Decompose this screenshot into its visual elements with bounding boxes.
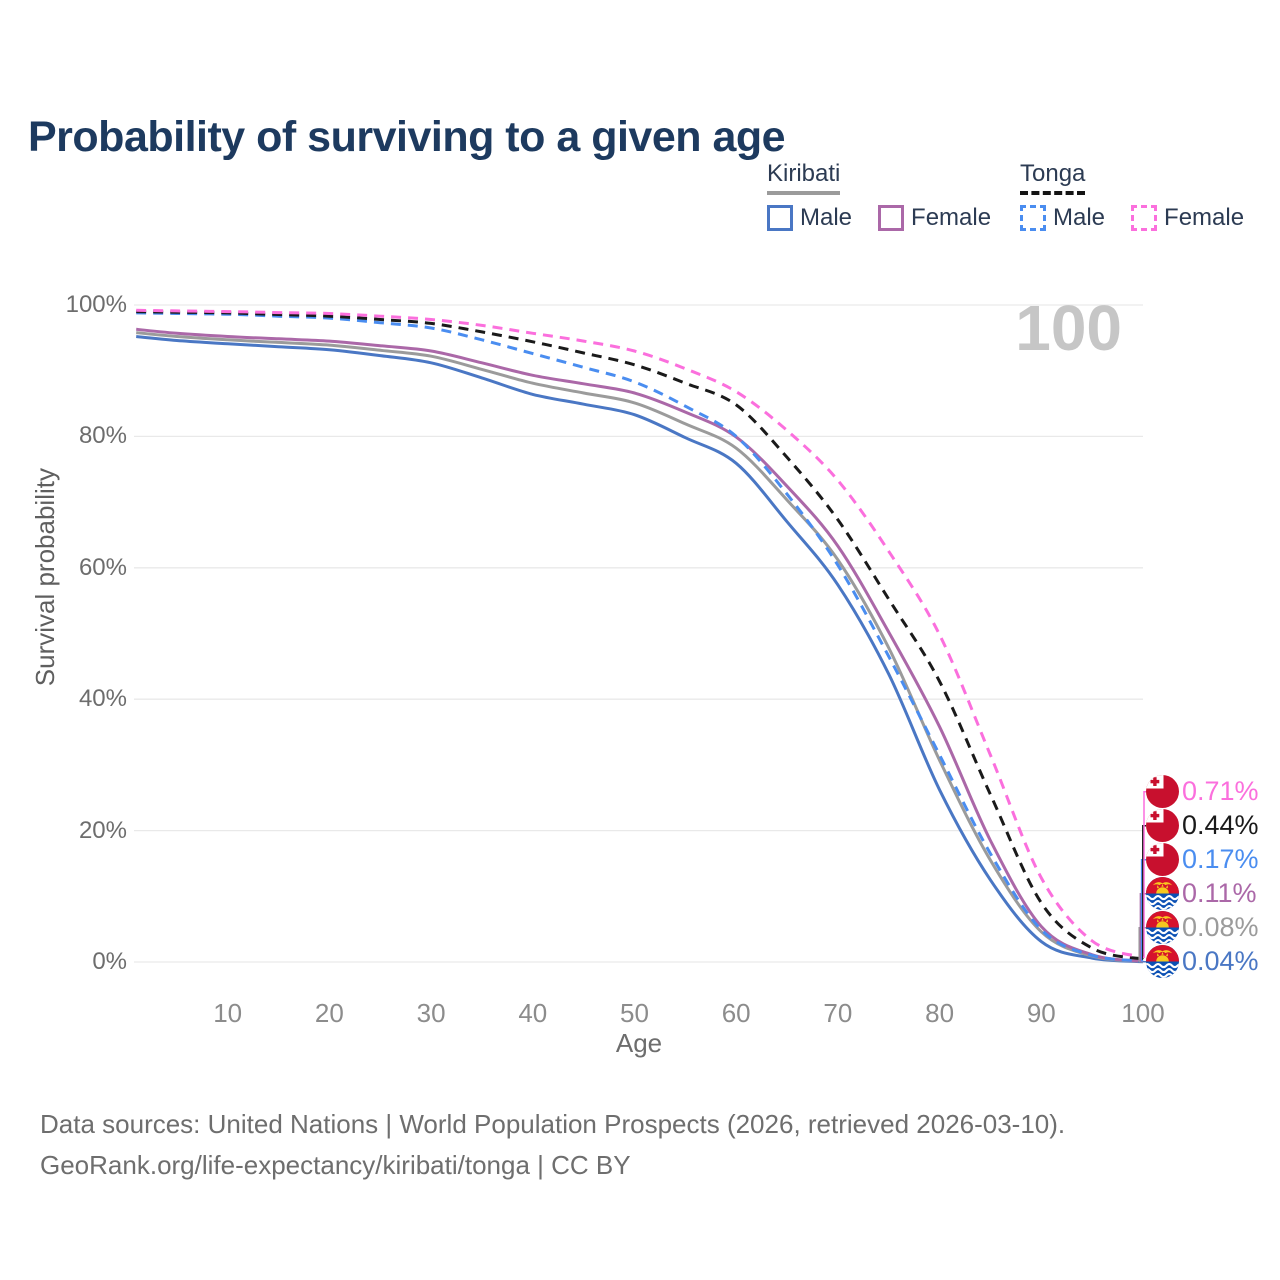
kiribati-flag-icon <box>1146 911 1179 945</box>
kiribati-flag <box>1146 877 1179 911</box>
legend-items-kiribati: Male Female <box>767 204 991 232</box>
footer-attribution: GeoRank.org/life-expectancy/kiribati/ton… <box>40 1150 631 1181</box>
tonga-flag-icon <box>1146 843 1179 877</box>
y-tick-label-20: 20% <box>78 816 127 844</box>
x-tick-label-40: 40 <box>518 998 548 1028</box>
tonga-flag-icon <box>1146 809 1179 843</box>
legend-swatch-tonga-female <box>1131 205 1158 231</box>
x-axis-title: Age <box>615 1028 663 1058</box>
legend-item-kiribati-female[interactable]: Female <box>878 204 991 232</box>
hover-age-watermark: 100 <box>1015 292 1122 364</box>
end-label-row-kiribati-female: 0.11% <box>1146 877 1257 911</box>
x-tick-label-10: 10 <box>213 998 243 1028</box>
legend-swatch-tonga-male <box>1020 205 1046 231</box>
end-label-value-kiribati-male: 0.04% <box>1182 946 1259 977</box>
legend-items-tonga: Male Female <box>1020 204 1244 232</box>
y-tick-label-60: 60% <box>78 553 127 581</box>
leader-line-tonga-female <box>1143 790 1146 959</box>
x-tick-label-20: 20 <box>314 998 344 1028</box>
legend-item-kiribati-male[interactable]: Male <box>767 204 852 232</box>
kiribati-flag <box>1146 945 1179 979</box>
curve-tonga <box>136 310 1144 961</box>
legend-swatch-kiribati-male <box>767 205 793 231</box>
footer: Data sources: United Nations | World Pop… <box>40 1104 1065 1186</box>
end-label-row-tonga-male: 0.17% <box>1146 843 1259 877</box>
end-label-value-tonga: 0.44% <box>1182 810 1259 841</box>
end-label-value-kiribati-female: 0.11% <box>1182 878 1257 909</box>
y-tick-label-80: 80% <box>78 422 127 450</box>
end-label-value-kiribati: 0.08% <box>1182 912 1259 943</box>
legend-item-tonga-female[interactable]: Female <box>1131 204 1244 232</box>
legend-label-kiribati-female: Female <box>911 204 992 231</box>
x-tick-label-100: 100 <box>1121 998 1165 1028</box>
kiribati-flag-icon <box>1146 877 1179 911</box>
x-tick-label-30: 30 <box>416 998 446 1028</box>
legend-group-tonga: Tonga Male Female <box>1020 160 1244 232</box>
legend-label-tonga-male: Male <box>1053 204 1106 231</box>
kiribati-flag-icon <box>1146 945 1179 979</box>
y-tick-label-0: 0% <box>92 948 127 975</box>
y-tick-label-40: 40% <box>78 685 127 713</box>
y-axis-title: Survival probability <box>30 468 60 687</box>
end-label-row-kiribati: 0.08% <box>1146 911 1259 945</box>
x-tick-label-90: 90 <box>1026 998 1056 1028</box>
legend-item-tonga-male[interactable]: Male <box>1020 204 1105 232</box>
y-tick-label-100: 100% <box>65 291 127 318</box>
legend-group-kiribati: Kiribati Male Female <box>767 160 991 232</box>
legend-group-header-tonga: Tonga <box>1020 160 1086 195</box>
curve-kiribati <box>136 331 1144 963</box>
tonga-flag <box>1146 843 1179 877</box>
end-label-row-kiribati-male: 0.04% <box>1146 945 1259 979</box>
end-label-value-tonga-female: 0.71% <box>1182 776 1259 807</box>
legend-group-header-kiribati: Kiribati <box>767 160 841 195</box>
legend-label-tonga-female: Female <box>1164 204 1245 231</box>
legend-label-kiribati-male: Male <box>800 204 853 231</box>
tonga-flag <box>1146 775 1179 809</box>
curve-kiribati-male <box>136 335 1144 964</box>
tonga-flag-icon <box>1146 775 1179 809</box>
end-label-value-tonga-male: 0.17% <box>1182 844 1259 875</box>
end-label-row-tonga-female: 0.71% <box>1146 775 1259 809</box>
footer-data-sources: Data sources: United Nations | World Pop… <box>40 1109 1066 1139</box>
x-tick-label-50: 50 <box>620 998 649 1028</box>
x-tick-label-70: 70 <box>823 998 853 1028</box>
legend-swatch-kiribati-female <box>878 205 905 231</box>
tonga-flag <box>1146 809 1179 843</box>
curve-tonga-female <box>136 308 1144 959</box>
kiribati-flag <box>1146 911 1179 945</box>
x-tick-label-80: 80 <box>925 998 955 1028</box>
curve-tonga-male <box>136 311 1144 963</box>
curve-kiribati-female <box>136 327 1144 963</box>
end-label-row-tonga: 0.44% <box>1146 809 1259 843</box>
chart-title: Probability of surviving to a given age <box>28 112 786 161</box>
x-tick-label-60: 60 <box>721 998 751 1028</box>
